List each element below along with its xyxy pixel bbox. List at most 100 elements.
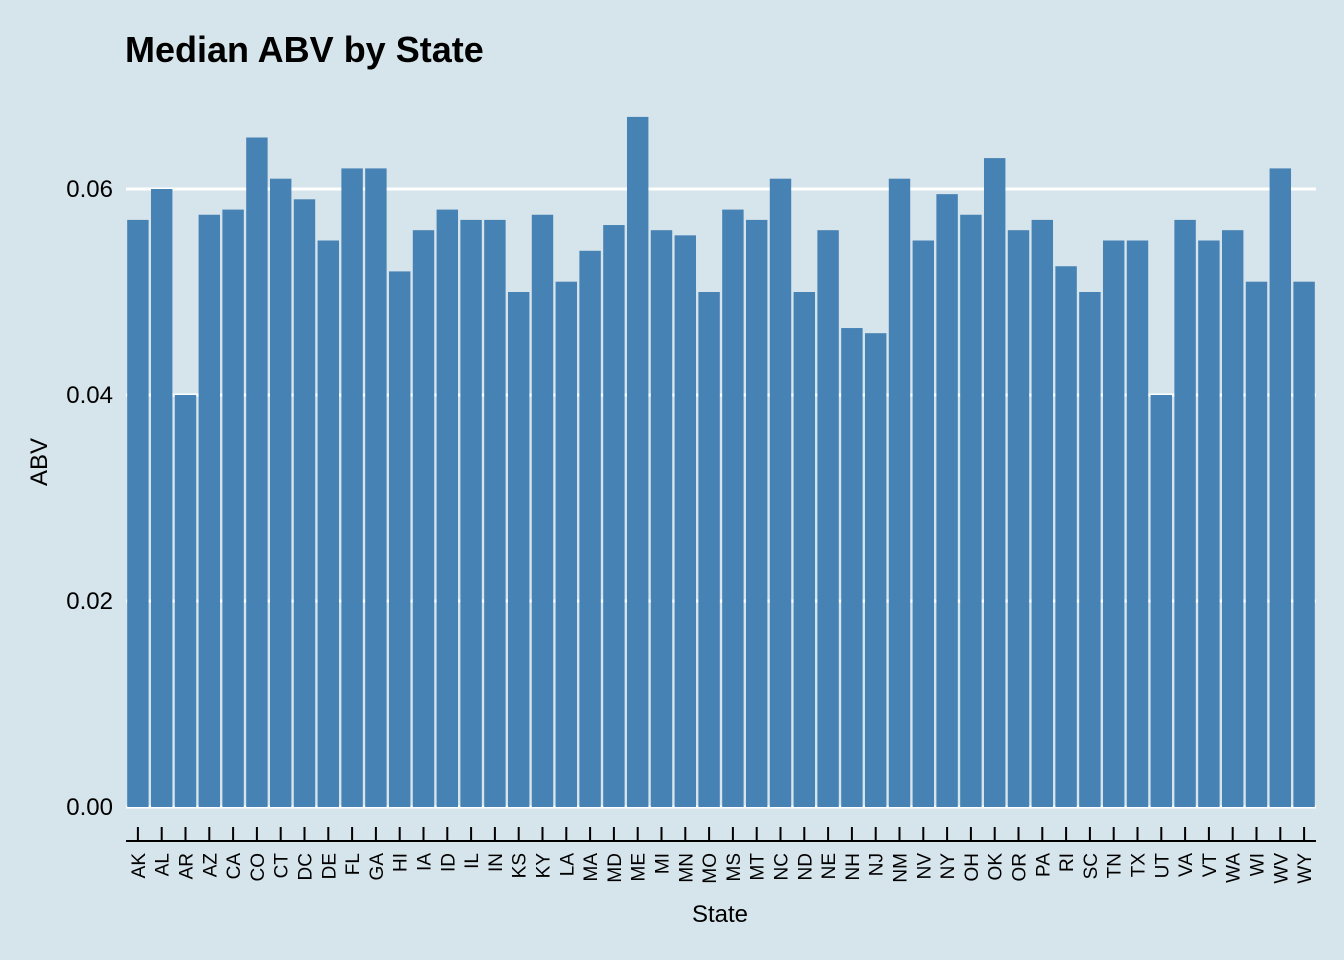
bar-mo	[698, 292, 720, 807]
bar-or	[1007, 230, 1030, 807]
x-tick-label: MT	[748, 853, 769, 881]
x-tick-label: PA	[1033, 853, 1054, 877]
x-tick-label: FL	[343, 853, 364, 875]
x-tick-label: VT	[1200, 853, 1221, 878]
x-tick-label: UT	[1152, 853, 1173, 879]
bar-nh	[841, 328, 863, 807]
x-tick-label: CA	[224, 853, 245, 880]
bar-mn	[674, 235, 697, 808]
bar-wv	[1269, 168, 1292, 807]
bar-ct	[269, 178, 292, 807]
x-tick-label: NC	[772, 853, 793, 880]
x-tick-label: MN	[676, 853, 697, 883]
bar-nd	[793, 292, 816, 807]
x-tick-label: MO	[700, 853, 721, 884]
bar-ca	[222, 209, 244, 808]
x-tick-label: WA	[1224, 853, 1245, 883]
y-axis-tick-labels: 0.00 0.02 0.04 0.06	[66, 176, 113, 821]
x-tick-label: WI	[1248, 853, 1269, 876]
x-tick-label: ID	[438, 853, 459, 872]
bar-de	[317, 240, 340, 807]
bar-tn	[1102, 240, 1125, 807]
bar-mt	[745, 219, 768, 807]
bar-ne	[817, 230, 839, 807]
bar-nc	[769, 178, 792, 807]
x-tick-label: GA	[367, 853, 388, 881]
x-tick-label: OK	[986, 853, 1007, 881]
bar-id	[436, 209, 459, 808]
bar-pa	[1031, 219, 1054, 807]
bar-nm	[888, 178, 911, 807]
x-tick-label: TX	[1129, 853, 1150, 878]
bar-il	[460, 219, 482, 807]
x-tick-label: DE	[319, 853, 340, 879]
x-tick-label: IL	[462, 853, 483, 869]
bar-ut	[1150, 395, 1173, 807]
bar-ia	[412, 230, 435, 807]
x-tick-label: CT	[272, 853, 293, 879]
x-tick-label: MI	[653, 853, 674, 874]
x-tick-label: VA	[1176, 853, 1197, 877]
y-tick-label: 0.04	[66, 382, 113, 409]
x-tick-label: ME	[629, 853, 650, 882]
x-tick-label: OR	[1010, 853, 1031, 882]
x-tick-label: CO	[248, 853, 269, 882]
x-tick-label: SC	[1081, 853, 1102, 879]
bar-dc	[293, 199, 316, 808]
bars	[127, 116, 1315, 808]
x-tick-label: AL	[153, 853, 174, 876]
bar-md	[603, 225, 625, 808]
bar-ks	[507, 292, 530, 807]
bar-ny	[936, 194, 958, 807]
x-tick-label: WV	[1271, 853, 1292, 884]
y-axis-title: ABV	[26, 438, 53, 486]
bar-la	[555, 281, 578, 807]
bar-me	[626, 116, 649, 807]
bar-mi	[650, 230, 673, 807]
bar-ri	[1055, 266, 1077, 807]
x-tick-label: WY	[1295, 853, 1316, 884]
bar-ak	[127, 219, 149, 807]
x-tick-label: AR	[177, 853, 198, 879]
x-tick-label: LA	[557, 853, 578, 877]
x-tick-label: MS	[724, 853, 745, 882]
x-tick-label: NM	[891, 853, 912, 883]
x-tick-label: AZ	[200, 853, 221, 878]
x-tick-label: RI	[1057, 853, 1078, 872]
chart-title: Median ABV by State	[125, 29, 484, 70]
x-tick-label: NV	[914, 853, 935, 880]
bar-vt	[1198, 240, 1220, 807]
x-tick-label: NE	[819, 853, 840, 879]
x-axis-title: State	[692, 901, 748, 928]
x-tick-label: KS	[510, 853, 531, 878]
x-tick-label: AK	[129, 853, 150, 879]
bar-nv	[912, 240, 935, 807]
bar-fl	[341, 168, 363, 807]
bar-va	[1174, 219, 1196, 807]
bar-wa	[1221, 230, 1244, 807]
x-tick-label: NH	[843, 853, 864, 880]
bar-ga	[365, 168, 387, 807]
bar-wy	[1293, 281, 1315, 807]
x-tick-label: TN	[1105, 853, 1126, 878]
x-tick-label: OH	[962, 853, 983, 882]
y-tick-label: 0.02	[66, 588, 113, 615]
x-axis-tick-labels: AK AL AR AZ CA CO CT DC DE FL GA HI IA ID IL IN KS KY LA MA…	[129, 853, 1316, 884]
x-tick-label: KY	[534, 853, 555, 879]
x-tick-label: HI	[391, 853, 412, 872]
bar-tx	[1126, 240, 1149, 807]
x-tick-label: NJ	[867, 853, 888, 876]
bar-ky	[531, 214, 554, 807]
x-tick-label: MD	[605, 853, 626, 883]
bar-in	[484, 219, 506, 807]
bar-hi	[388, 271, 411, 807]
x-axis	[126, 827, 1316, 842]
bar-ar	[174, 395, 197, 807]
bar-az	[198, 214, 221, 807]
x-tick-label: MA	[581, 853, 602, 882]
x-tick-label: DC	[296, 853, 317, 880]
bar-ms	[722, 209, 744, 808]
y-tick-label: 0.06	[66, 176, 113, 203]
bar-co	[246, 137, 268, 807]
x-tick-label: IA	[415, 853, 436, 871]
